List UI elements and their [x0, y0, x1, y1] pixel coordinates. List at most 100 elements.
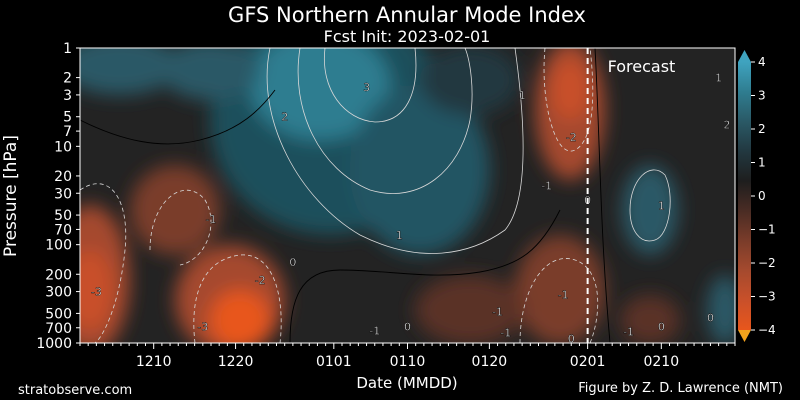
- y-tick-label: 70: [54, 222, 72, 238]
- contour-label: 2: [723, 119, 730, 132]
- contour-label: -1: [500, 326, 511, 339]
- contour-label: -2: [255, 274, 266, 287]
- contour-label: 0: [289, 256, 296, 269]
- colorbar: 4 3 2 1 0 −1 −2 −3 −4: [738, 50, 776, 342]
- contour-negative-3: [149, 189, 212, 266]
- y-tick-label: 2: [63, 71, 72, 87]
- colorbar-tick-label: −1: [758, 223, 776, 237]
- x-tick-label: 0101: [316, 354, 352, 370]
- contour-label: -3: [91, 286, 102, 299]
- colorbar-tick-label: −4: [758, 323, 776, 337]
- contour-label: -1: [558, 288, 569, 301]
- contour-label: 1: [658, 200, 665, 213]
- y-tick-label: 500: [45, 306, 72, 322]
- contour-label: -1: [492, 306, 503, 319]
- y-tick-label: 3: [63, 88, 72, 104]
- colorbar-tick-label: 1: [758, 156, 766, 170]
- contour-negative-4: [543, 48, 594, 152]
- contour-negative-5: [519, 258, 599, 343]
- y-tick-label: 10: [54, 139, 72, 155]
- contour-negative-2: [193, 254, 282, 343]
- contour-positive-3: [323, 48, 417, 123]
- colorbar-tick-label: 3: [758, 89, 766, 103]
- field-negative-bottom-mid: [415, 275, 525, 343]
- x-tick-label: 0201: [570, 354, 606, 370]
- y-tick-label: 200: [45, 267, 72, 283]
- contour-zero-1: [80, 89, 276, 145]
- field-negative-upper-core: [552, 60, 588, 120]
- x-tick-label: 0110: [390, 354, 426, 370]
- footer-credit: Figure by Z. D. Lawrence (NMT): [578, 381, 783, 396]
- contour-label: 0: [404, 321, 411, 334]
- contour-label: 0: [568, 333, 575, 346]
- contour-label: 0: [707, 311, 714, 324]
- field-positive-right-top: [420, 48, 520, 115]
- contour-label: 0: [658, 321, 665, 334]
- field-positive-right-edge: [707, 275, 735, 343]
- field-negative-lower-right: [515, 235, 605, 343]
- contour-positive-1: [266, 48, 524, 254]
- colorbar-bar: [738, 62, 751, 330]
- y-tick-label: 5: [63, 110, 72, 126]
- x-tick-label: 0210: [643, 354, 679, 370]
- footer-site: stratobserve.com: [18, 383, 132, 398]
- chart-title: GFS Northern Annular Mode Index: [228, 3, 586, 27]
- contour-lines: [266, 48, 671, 254]
- colorbar-tick-label: 4: [758, 55, 766, 69]
- contour-label: 1: [396, 229, 403, 242]
- contour-label: 2: [281, 111, 288, 124]
- contour-label: -1: [541, 179, 552, 192]
- colorbar-tick-label: −3: [758, 290, 776, 304]
- contour-dashed: [80, 48, 599, 343]
- contour-zero-3: [594, 48, 611, 343]
- x-axis-label: Date (MMDD): [356, 374, 457, 392]
- y-tick-label: 1: [63, 41, 72, 57]
- forecast-label: Forecast: [608, 57, 676, 76]
- contour-label: 1: [715, 72, 722, 85]
- field-positive-left-top: [80, 48, 180, 95]
- contour-zero-2: [289, 209, 561, 343]
- x-tick-label: 1210: [136, 354, 172, 370]
- contour-label: -3: [197, 321, 208, 334]
- colorbar-min-arrow: [738, 330, 751, 342]
- anomaly-field: [80, 48, 735, 343]
- colorbar-max-arrow: [738, 50, 751, 62]
- field-positive-mid-top: [160, 48, 260, 100]
- x-tick-label: 1220: [218, 354, 254, 370]
- contour-positive-2: [297, 48, 473, 194]
- colorbar-tick-label: 2: [758, 122, 766, 136]
- chart-subtitle: Fcst Init: 2023-02-01: [324, 27, 491, 46]
- y-tick-label: 50: [54, 208, 72, 224]
- y-tick-label: 100: [45, 238, 72, 254]
- y-tick-label: 700: [45, 321, 72, 337]
- contour-label: 3: [363, 81, 370, 94]
- contour-label: -1: [623, 325, 634, 338]
- contour-label: 1: [519, 89, 526, 102]
- field-negative-left-core: [80, 250, 112, 330]
- y-tick-label: 20: [54, 169, 72, 185]
- y-axis-label: Pressure [hPa]: [1, 135, 21, 257]
- contour-zero: [80, 48, 611, 343]
- y-tick-label: 7: [63, 124, 72, 140]
- x-axis: 1210 1220 0101 0110 0120 0201 0210: [79, 343, 736, 370]
- y-tick-label: 300: [45, 285, 72, 301]
- field-negative-forecast-bottom: [620, 295, 680, 343]
- field-negative-lower-core: [210, 290, 270, 343]
- colorbar-ticks: 4 3 2 1 0 −1 −2 −3 −4: [751, 55, 776, 337]
- field-positive-lower-lobe: [350, 85, 490, 255]
- x-tick-label: 0120: [472, 354, 508, 370]
- colorbar-tick-label: 0: [758, 189, 766, 203]
- contour-label: -1: [369, 325, 380, 338]
- contour-label: -2: [566, 131, 577, 144]
- field-negative-mid: [130, 165, 220, 255]
- y-tick-label: 30: [54, 186, 72, 202]
- field-positive-peak: [250, 48, 390, 140]
- contour-negative-1: [80, 183, 127, 343]
- contour-label: -1: [206, 213, 217, 226]
- y-tick-label: 1000: [36, 336, 72, 352]
- colorbar-tick-label: −2: [758, 256, 776, 270]
